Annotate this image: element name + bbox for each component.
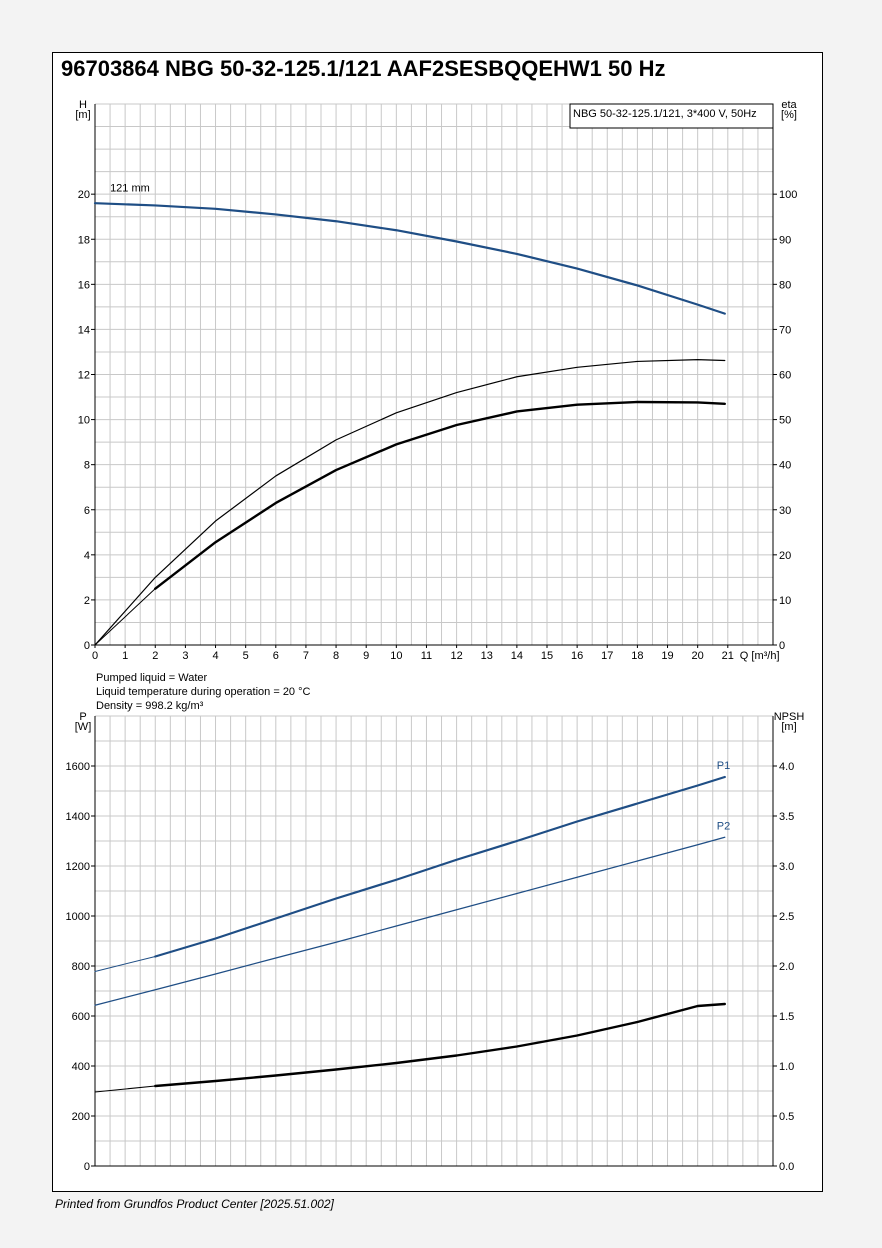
power-npsh-series-label-p2: P2 — [717, 820, 730, 832]
head-efficiency-right-tick-label: 70 — [779, 324, 791, 336]
power-npsh-right-tick-label: 1.5 — [779, 1011, 794, 1023]
head-efficiency-right-tick-label: 60 — [779, 370, 791, 382]
head-efficiency-x-tick-label: 4 — [212, 650, 218, 662]
head-efficiency-note-1: Liquid temperature during operation = 20… — [96, 686, 311, 698]
head-efficiency-right-tick-label: 100 — [779, 189, 797, 201]
head-efficiency-ylabel-right: [%] — [781, 109, 797, 121]
head-efficiency-left-tick-label: 12 — [78, 370, 90, 382]
power-npsh-right-tick-label: 1.0 — [779, 1061, 794, 1073]
power-npsh-right-tick-label: 3.0 — [779, 861, 794, 873]
head-efficiency-left-tick-label: 0 — [84, 640, 90, 652]
head-efficiency-x-tick-label: 21 — [722, 650, 734, 662]
series-layer — [93, 202, 726, 1093]
head-efficiency-left-tick-label: 8 — [84, 460, 90, 472]
text-layer: 024681012141618200102030405060708090100H… — [66, 99, 805, 1173]
head-efficiency-x-tick-label: 6 — [273, 650, 279, 662]
head-efficiency-x-tick-label: 5 — [243, 650, 249, 662]
power-npsh-left-tick-label: 1000 — [66, 911, 90, 923]
head-efficiency-x-tick-label: 13 — [481, 650, 493, 662]
power-npsh-left-tick-label: 800 — [72, 961, 90, 973]
power-npsh-series-npsh — [154, 1002, 726, 1088]
head-efficiency-ylabel-right: eta — [781, 99, 797, 111]
head-efficiency-right-tick-label: 50 — [779, 415, 791, 427]
head-efficiency-x-tick-label: 15 — [541, 650, 553, 662]
head-efficiency-annotation: 121 mm — [110, 182, 150, 194]
power-npsh-series-p1 — [154, 775, 726, 958]
head-efficiency-right-tick-label: 0 — [779, 640, 785, 652]
power-npsh-left-tick-label: 0 — [84, 1161, 90, 1173]
power-npsh-right-tick-label: 0.5 — [779, 1111, 794, 1123]
power-npsh-ylabel-right: NPSH — [774, 711, 805, 723]
print-footer: Printed from Grundfos Product Center [20… — [55, 1197, 334, 1211]
head-efficiency-x-tick-label: 11 — [421, 650, 432, 662]
head-efficiency-x-tick-label: 17 — [601, 650, 613, 662]
head-efficiency-xlabel: Q [m³/h] — [740, 650, 780, 662]
head-efficiency-x-tick-label: 3 — [182, 650, 188, 662]
power-npsh-series-label-p1: P1 — [717, 760, 730, 772]
head-efficiency-right-tick-label: 10 — [779, 595, 791, 607]
grid-layer — [94, 103, 774, 1167]
head-efficiency-right-tick-label: 80 — [779, 279, 791, 291]
head-efficiency-series-eta-bold — [154, 400, 726, 590]
page-title: 96703864 NBG 50-32-125.1/121 AAF2SESBQQE… — [61, 56, 666, 81]
head-efficiency-x-tick-label: 14 — [511, 650, 523, 662]
head-efficiency-series-head-extension — [94, 202, 156, 206]
head-efficiency-x-tick-label: 0 — [92, 650, 98, 662]
head-efficiency-x-tick-label: 18 — [631, 650, 643, 662]
head-efficiency-left-tick-label: 18 — [78, 234, 90, 246]
power-npsh-series-p2 — [94, 836, 726, 1006]
head-efficiency-left-tick-label: 20 — [78, 189, 90, 201]
power-npsh-right-tick-label: 0.0 — [779, 1161, 794, 1173]
head-efficiency-right-tick-label: 90 — [779, 234, 791, 246]
head-efficiency-ylabel-left: H — [79, 99, 87, 111]
head-efficiency-right-tick-label: 30 — [779, 505, 791, 517]
head-efficiency-x-tick-label: 20 — [692, 650, 704, 662]
head-efficiency-note-0: Pumped liquid = Water — [96, 672, 208, 684]
power-npsh-right-tick-label: 3.5 — [779, 811, 794, 823]
head-efficiency-left-tick-label: 16 — [78, 279, 90, 291]
head-efficiency-left-tick-label: 10 — [78, 415, 90, 427]
head-efficiency-ylabel-left: [m] — [75, 109, 90, 121]
power-npsh-series-p1-extension — [94, 956, 156, 972]
head-efficiency-left-tick-label: 6 — [84, 505, 90, 517]
head-efficiency-left-tick-label: 14 — [78, 324, 90, 336]
power-npsh-left-tick-label: 400 — [72, 1061, 90, 1073]
power-npsh-ylabel-right: [m] — [781, 721, 796, 733]
power-npsh-left-tick-label: 1400 — [66, 811, 90, 823]
power-npsh-series-npsh-extension — [94, 1085, 156, 1093]
head-efficiency-series-head — [93, 202, 726, 315]
head-efficiency-x-tick-label: 2 — [152, 650, 158, 662]
power-npsh-left-tick-label: 200 — [72, 1111, 90, 1123]
power-npsh-right-tick-label: 4.0 — [779, 761, 794, 773]
power-npsh-right-tick-label: 2.0 — [779, 961, 794, 973]
power-npsh-left-tick-label: 1200 — [66, 861, 90, 873]
head-efficiency-x-tick-label: 1 — [122, 650, 128, 662]
head-efficiency-x-tick-label: 10 — [390, 650, 402, 662]
head-efficiency-left-tick-label: 2 — [84, 595, 90, 607]
head-efficiency-x-tick-label: 8 — [333, 650, 339, 662]
head-efficiency-x-tick-label: 16 — [571, 650, 583, 662]
head-efficiency-x-tick-label: 12 — [450, 650, 462, 662]
power-npsh-left-tick-label: 600 — [72, 1011, 90, 1023]
power-npsh-right-tick-label: 2.5 — [779, 911, 794, 923]
head-efficiency-right-tick-label: 40 — [779, 460, 791, 472]
head-efficiency-note-2: Density = 998.2 kg/m³ — [96, 700, 204, 712]
power-npsh-ylabel-left: P — [79, 711, 86, 723]
head-efficiency-left-tick-label: 4 — [84, 550, 90, 562]
axis-layer — [91, 103, 777, 1167]
head-efficiency-x-tick-label: 9 — [363, 650, 369, 662]
power-npsh-left-tick-label: 1600 — [66, 761, 90, 773]
head-efficiency-legend-text: NBG 50-32-125.1/121, 3*400 V, 50Hz — [573, 108, 757, 120]
head-efficiency-right-tick-label: 20 — [779, 550, 791, 562]
head-efficiency-legend-box — [569, 103, 774, 129]
head-efficiency-x-tick-label: 7 — [303, 650, 309, 662]
head-efficiency-x-tick-label: 19 — [661, 650, 673, 662]
head-efficiency-series-eta-extension — [94, 588, 156, 646]
power-npsh-ylabel-left: [W] — [75, 721, 92, 733]
head-efficiency-series-eta-thin — [94, 359, 726, 646]
